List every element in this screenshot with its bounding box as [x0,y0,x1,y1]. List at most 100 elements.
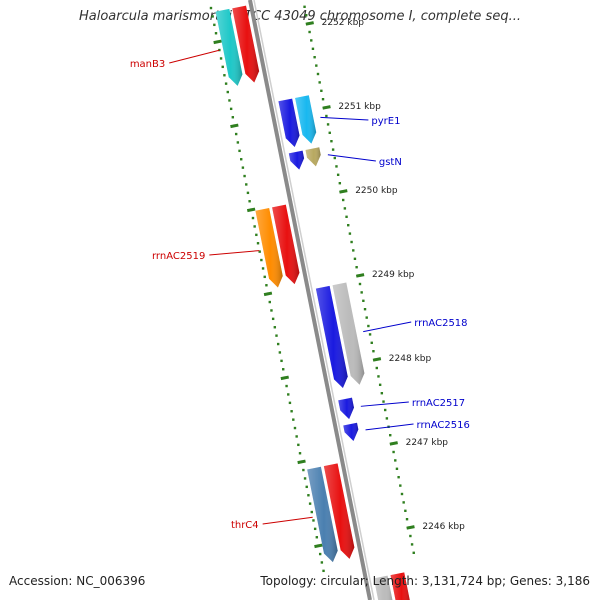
guide-dot [385,417,389,420]
kbp-tick-label: 2247 kbp [406,438,449,448]
gene-arrow-shade [288,150,305,170]
gene-label-rrnac2516[interactable]: rrnAC2516 [417,420,470,431]
guide-dot [218,48,221,52]
guide-dot [213,23,216,27]
guide-dot [404,509,407,513]
guide-dot [330,140,333,143]
guide-dot [255,233,258,237]
guide-dot [365,316,368,319]
gene-label-rrnac2517[interactable]: rrnAC2517 [412,398,465,409]
guide-dot [320,561,324,564]
gene-feature-manb3[interactable] [215,5,260,86]
kbp-tick-label: 2246 kbp [422,522,465,532]
kbp-tick-label: 2248 kbp [389,354,432,364]
gene-arrow-shade [390,572,410,600]
guide-dot [320,89,323,93]
kbp-tick-mark-left [314,543,323,549]
guide-dot [352,249,355,252]
guide-dot [276,342,280,346]
guide-dot [399,484,402,487]
guide-dot [336,173,340,177]
guide-dot [345,215,348,219]
guide-dot [326,123,330,126]
guide-dot [231,116,235,119]
guide-dot [350,240,353,244]
backbone-main [248,0,372,600]
kbp-tick-mark-left [297,459,306,465]
gene-arrow-shade [332,282,365,385]
guide-dot [295,435,298,438]
gene-arrow-shade [323,463,355,559]
guide-dot [312,519,315,522]
gene-feature-gstn[interactable] [288,147,321,170]
guide-dot [331,148,335,151]
guide-dot [311,47,315,51]
guide-dot [265,284,268,287]
guide-dot [321,98,325,101]
gene-feature-rrnac2519[interactable] [255,204,300,288]
guide-dot [282,368,285,371]
guide-dot [318,81,321,84]
gene-arrow-shade [343,422,359,441]
guide-dot [315,64,318,67]
kbp-tick-mark [305,21,314,26]
kbp-tick-mark [406,525,415,530]
guide-dot [338,182,342,185]
gene-feature-rrnac2516[interactable] [343,422,359,441]
gene-feature-pyre1[interactable] [278,95,317,147]
guide-dot [228,99,231,102]
gene-arrow-shade [305,147,321,167]
guide-dot [375,366,378,370]
gene-arrow-shade [373,575,393,600]
guide-dot [271,317,275,321]
gene-feature-thrc4[interactable] [307,463,355,563]
kbp-tick-mark-left [213,39,222,45]
guide-dot [368,333,372,336]
gene-arrow-shade [295,95,317,144]
guide-dot [308,502,312,505]
guide-dot [400,492,404,496]
guide-dot [240,158,243,161]
gene-feature-rrnac2517[interactable] [338,397,354,420]
guide-dot [285,384,288,388]
kbp-tick-mark-left [280,375,289,381]
guide-dot [305,485,308,489]
guide-dot [389,434,392,437]
guide-dot [268,300,271,304]
guide-dot [310,39,313,42]
guide-dot [293,426,297,430]
guide-dot [223,74,226,77]
guide-dot [363,308,367,311]
gene-feature-rrnac2518[interactable] [315,282,365,389]
guide-dot [303,5,306,9]
guide-dot [287,393,290,396]
guide-dot [372,350,375,353]
gene-label-thrc4[interactable]: thrC4 [231,520,259,531]
gene-arrow-shade [315,285,348,389]
guide-dot [362,299,365,303]
guide-dot [325,114,328,118]
kbp-tick-mark [355,273,365,278]
guide-dot [209,6,213,10]
guide-dot [358,282,362,286]
guide-dot [412,551,415,555]
guide-dot [380,392,384,395]
guide-dot [318,552,322,556]
guide-dot [397,476,400,479]
gene-label-gstn[interactable]: gstN [379,157,402,168]
guide-dot [219,57,223,60]
guide-dot [333,156,336,160]
gene-label-pyre1[interactable]: pyrE1 [371,116,400,127]
guide-dot [308,30,311,34]
kbp-tick-mark [322,105,331,110]
guide-dot [382,400,385,403]
guide-dot [288,401,292,405]
guide-dot [248,200,251,203]
gene-label-rrnac2519[interactable]: rrnAC2519 [152,251,205,262]
gene-arrow-shade [255,207,283,288]
guide-dot [343,207,347,210]
gene-label-rrnac2518[interactable]: rrnAC2518 [414,318,467,329]
gene-feature-unlabeled[interactable] [373,572,411,600]
gene-label-manb3[interactable]: manB3 [130,59,165,70]
